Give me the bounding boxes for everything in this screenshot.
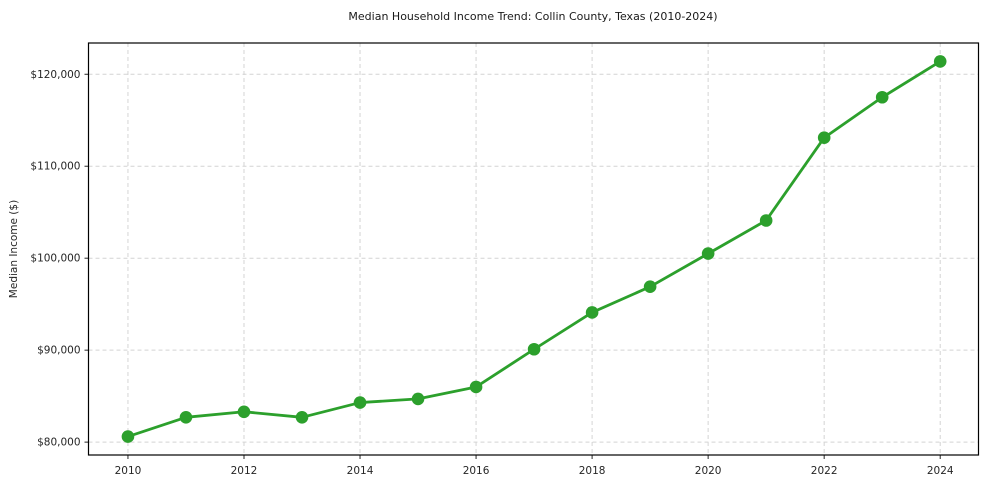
data-point-2011 bbox=[179, 410, 193, 424]
x-tick-label: 2010 bbox=[115, 465, 142, 477]
data-point-2020 bbox=[701, 247, 715, 260]
x-tick-label: 2024 bbox=[927, 465, 954, 477]
data-point-2013 bbox=[295, 410, 309, 424]
data-point-2023 bbox=[875, 90, 889, 104]
data-point-2019 bbox=[643, 280, 657, 294]
data-point-2014 bbox=[353, 396, 367, 409]
y-tick-label: $90,000 bbox=[37, 345, 80, 357]
plot-border bbox=[87, 42, 980, 456]
data-point-2018 bbox=[585, 306, 599, 319]
x-tick-label: 2020 bbox=[695, 465, 722, 477]
data-point-2021 bbox=[759, 214, 773, 227]
y-tick-label: $120,000 bbox=[30, 69, 80, 81]
x-tick-label: 2022 bbox=[811, 465, 838, 477]
data-point-2024 bbox=[933, 55, 947, 68]
data-point-2010 bbox=[121, 430, 135, 443]
data-point-2022 bbox=[817, 131, 831, 145]
x-tick-label: 2012 bbox=[231, 465, 258, 477]
data-point-2012 bbox=[237, 405, 251, 419]
y-tick-label: $100,000 bbox=[30, 253, 80, 265]
x-tick-label: 2014 bbox=[347, 465, 374, 477]
y-tick-label: $110,000 bbox=[30, 161, 80, 173]
data-point-2016 bbox=[469, 380, 483, 394]
chart-title: Median Household Income Trend: Collin Co… bbox=[348, 10, 718, 23]
data-point-2017 bbox=[527, 342, 541, 356]
y-tick-label: $80,000 bbox=[37, 437, 80, 449]
data-point-2015 bbox=[411, 392, 425, 406]
plot-background bbox=[88, 43, 979, 455]
x-tick-label: 2018 bbox=[579, 465, 606, 477]
x-tick-label: 2016 bbox=[463, 465, 490, 477]
